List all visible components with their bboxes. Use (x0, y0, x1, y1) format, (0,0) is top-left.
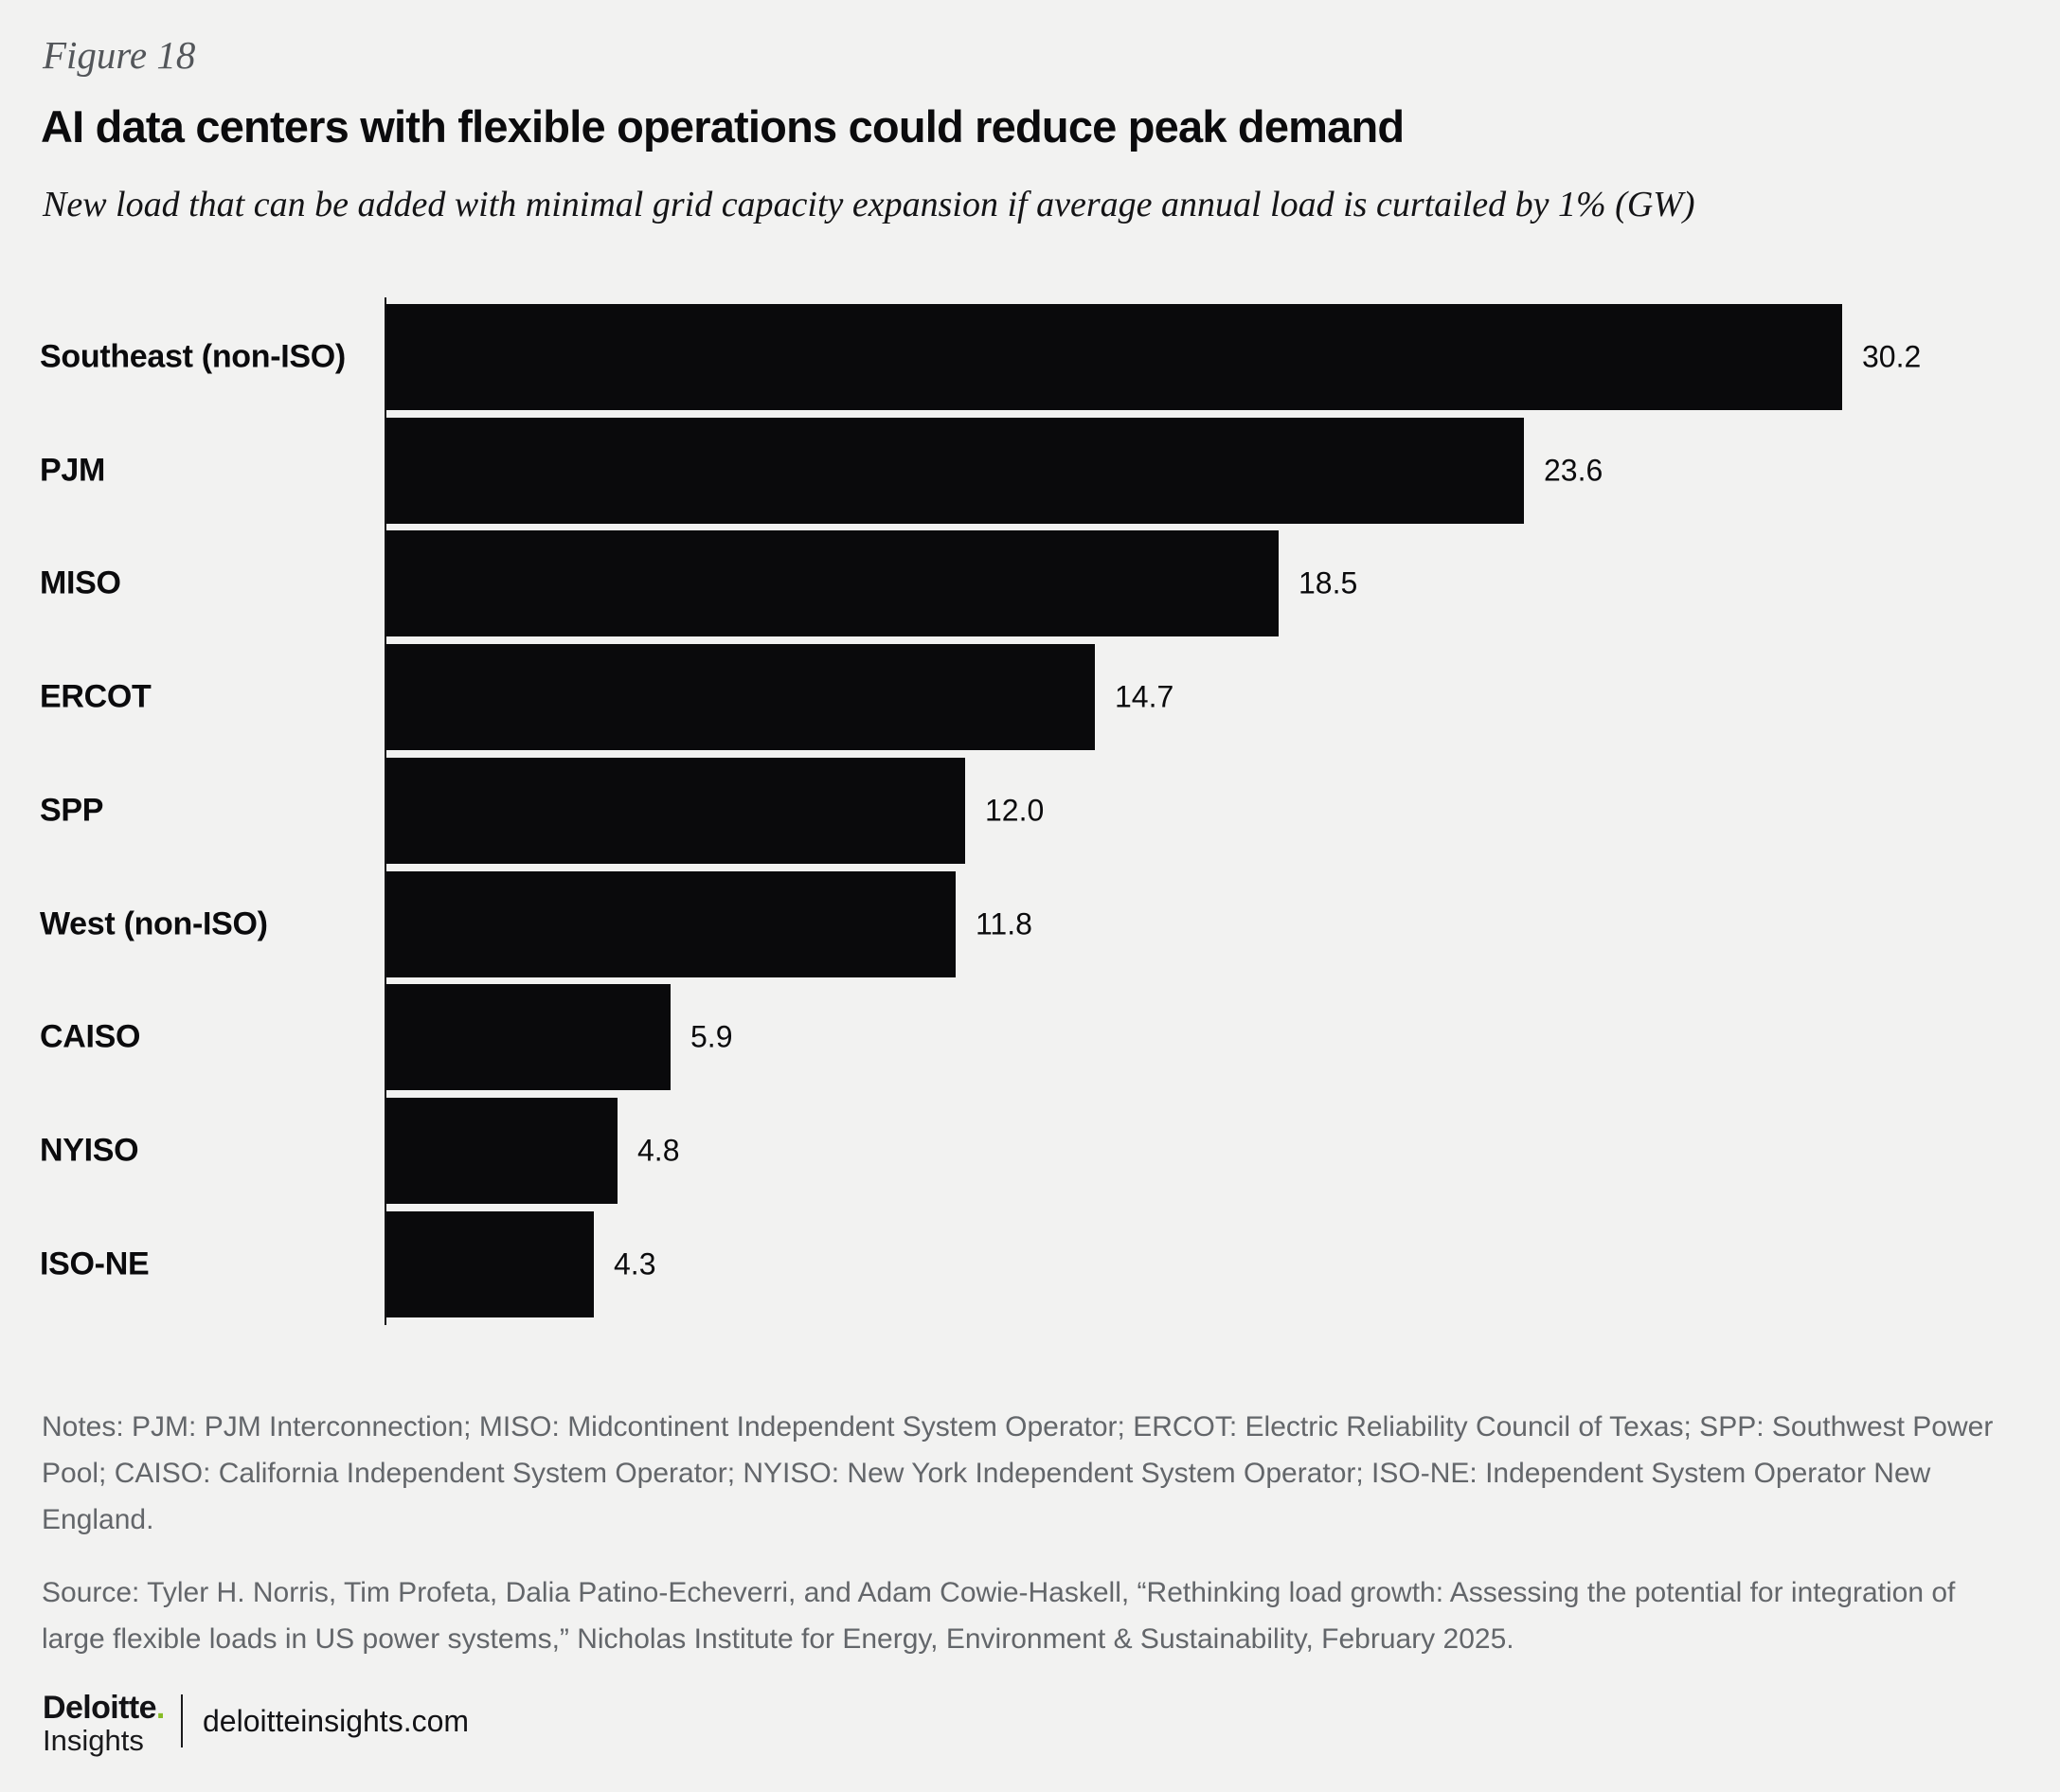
deloitte-insights-logo: Deloitte. Insights (43, 1691, 165, 1756)
deloitte-wordmark: Deloitte. (43, 1691, 165, 1725)
category-label: MISO (40, 564, 121, 601)
bar (386, 1098, 618, 1204)
figure-label: Figure 18 (43, 33, 196, 77)
category-label: CAISO (40, 1018, 141, 1055)
website-text: deloitteinsights.com (203, 1704, 470, 1738)
category-label: SPP (40, 792, 104, 829)
value-label: 11.8 (976, 906, 1032, 941)
bar-row: NYISO 4.8 (0, 1098, 2060, 1204)
category-label: ISO-NE (40, 1245, 150, 1282)
source-text: Source: Tyler H. Norris, Tim Profeta, Da… (42, 1577, 1956, 1655)
bar (386, 530, 1279, 636)
bar (386, 644, 1095, 750)
chart-title: AI data centers with flexible operations… (41, 101, 1405, 152)
notes-text: Notes: PJM: PJM Interconnection; MISO: M… (42, 1411, 1994, 1535)
value-label: 4.3 (614, 1246, 656, 1281)
bar (386, 304, 1842, 410)
value-label: 5.9 (690, 1019, 733, 1054)
category-label: West (non-ISO) (40, 905, 268, 942)
bar (386, 418, 1524, 524)
footer-divider (181, 1694, 183, 1747)
category-label: NYISO (40, 1132, 139, 1169)
chart-subtitle: New load that can be added with minimal … (43, 185, 1695, 224)
category-label: ERCOT (40, 678, 152, 715)
bar (386, 871, 956, 977)
bar (386, 1211, 594, 1317)
value-label: 4.8 (637, 1133, 680, 1168)
bar-row: SPP 12.0 (0, 758, 2060, 864)
value-label: 12.0 (985, 793, 1045, 828)
bar-row: MISO 18.5 (0, 530, 2060, 636)
bar-row: ISO-NE 4.3 (0, 1211, 2060, 1317)
value-label: 18.5 (1299, 565, 1358, 600)
deloitte-wordmark-text: Deloitte (43, 1690, 156, 1726)
bar-row: PJM 23.6 (0, 418, 2060, 524)
bar-row: West (non-ISO) 11.8 (0, 871, 2060, 977)
value-label: 23.6 (1544, 453, 1603, 488)
bar-row: CAISO 5.9 (0, 984, 2060, 1090)
category-label: PJM (40, 452, 106, 489)
bar (386, 758, 965, 864)
bar-chart: Southeast (non-ISO) 30.2 PJM 23.6 MISO 18.5 ER… (0, 297, 2060, 1332)
value-label: 30.2 (1862, 339, 1922, 374)
bar-row: ERCOT 14.7 (0, 644, 2060, 750)
y-axis-line (385, 297, 386, 1325)
value-label: 14.7 (1115, 679, 1174, 714)
bar-row: Southeast (non-ISO) 30.2 (0, 304, 2060, 410)
category-label: Southeast (non-ISO) (40, 338, 346, 375)
bar (386, 984, 671, 1090)
deloitte-green-dot: . (155, 1690, 165, 1726)
insights-wordmark: Insights (43, 1724, 144, 1757)
